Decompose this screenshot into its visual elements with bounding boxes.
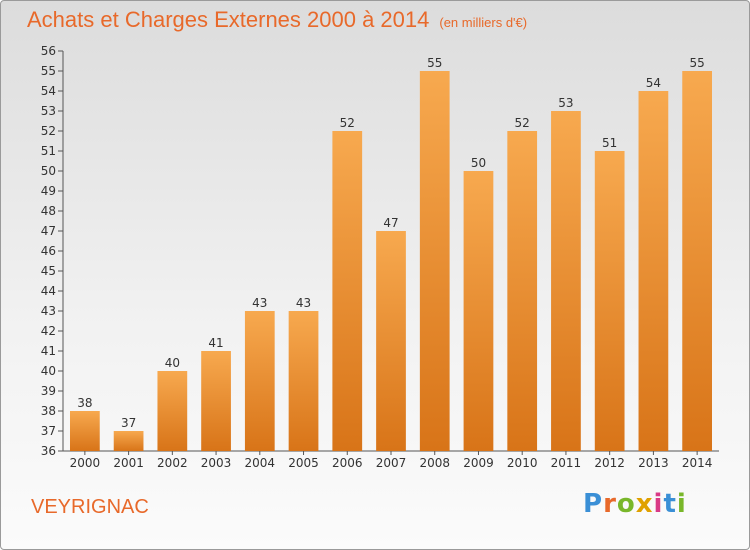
bar-2013	[638, 91, 669, 451]
chart-title: Achats et Charges Externes 2000 à 2014 (e…	[27, 7, 527, 33]
bar-value-label: 55	[689, 56, 704, 70]
proxiti-logo: Proxiti	[583, 489, 687, 519]
bar-2001	[113, 431, 144, 451]
bar-2008	[419, 71, 450, 451]
bar-value-label: 50	[471, 156, 486, 170]
x-tick-label: 2003	[201, 456, 232, 470]
y-tick-label: 39	[41, 384, 56, 398]
y-tick-label: 48	[41, 204, 56, 218]
commune-name: VEYRIGNAC	[31, 496, 149, 518]
y-tick-label: 56	[41, 44, 56, 58]
y-tick-label: 50	[41, 164, 56, 178]
x-tick-label: 2013	[638, 456, 669, 470]
bar-2000	[69, 411, 100, 451]
x-tick-label: 2001	[113, 456, 144, 470]
y-tick-label: 40	[41, 364, 56, 378]
bar-2012	[594, 151, 625, 451]
y-tick-label: 55	[41, 64, 56, 78]
x-tick-label: 2002	[157, 456, 188, 470]
logo-letter: x	[635, 489, 654, 519]
y-tick-label: 43	[41, 304, 56, 318]
logo-letter: t	[663, 489, 677, 519]
x-axis: 2000 2001 2002 2003 2004 2005 2006 2007 2008 2009…	[63, 450, 719, 470]
x-tick-label: 2000	[70, 456, 101, 470]
bar-value-label: 41	[208, 336, 223, 350]
x-tick-label: 2004	[245, 456, 276, 470]
y-axis: 36 37 38 39 40 41 42 43 44 45 46 47 48 49 50 51 52 53 54 55…	[41, 44, 64, 458]
logo-letter: i	[676, 489, 687, 519]
bar-value-label: 51	[602, 136, 617, 150]
bar-2014	[682, 71, 713, 451]
bar-2009	[463, 171, 494, 451]
logo-letter: o	[616, 489, 636, 519]
bar-value-labels: 38 37 40 41 43 43 52 47 55 50 52 53 51 54 55	[77, 56, 705, 430]
x-tick-label: 2008	[419, 456, 450, 470]
y-tick-label: 42	[41, 324, 56, 338]
y-tick-label: 46	[41, 244, 56, 258]
bar-2003	[201, 351, 231, 451]
bar-value-label: 53	[558, 96, 573, 110]
y-tick-label: 37	[41, 424, 56, 438]
bar-value-label: 54	[646, 76, 661, 90]
bar-value-label: 40	[165, 356, 180, 370]
x-tick-label: 2010	[507, 456, 538, 470]
bar-2007	[376, 231, 406, 451]
bars	[69, 71, 713, 451]
x-tick-label: 2011	[551, 456, 582, 470]
bar-value-label: 55	[427, 56, 442, 70]
bar-2004	[244, 311, 275, 451]
bar-2011	[551, 111, 581, 451]
y-tick-label: 53	[41, 104, 56, 118]
y-tick-label: 44	[41, 284, 56, 298]
y-tick-label: 52	[41, 124, 56, 138]
logo-letter: r	[603, 489, 617, 519]
x-tick-label: 2007	[376, 456, 407, 470]
bar-value-label: 52	[340, 116, 355, 130]
x-tick-label: 2006	[332, 456, 363, 470]
y-tick-label: 54	[41, 84, 56, 98]
bar-2010	[507, 131, 538, 451]
bar-value-label: 52	[515, 116, 530, 130]
logo-letter: i	[653, 489, 664, 519]
bar-2002	[157, 371, 188, 451]
y-tick-label: 38	[41, 404, 56, 418]
chart-title-text: Achats et Charges Externes 2000 à 2014	[27, 7, 430, 32]
bar-value-label: 43	[252, 296, 267, 310]
y-tick-label: 41	[41, 344, 56, 358]
x-tick-label: 2005	[288, 456, 319, 470]
logo-letter: P	[583, 489, 604, 519]
bar-2005	[288, 311, 319, 451]
bar-2006	[332, 131, 363, 451]
y-tick-label: 36	[41, 444, 56, 458]
y-tick-label: 45	[41, 264, 56, 278]
x-tick-label: 2009	[463, 456, 494, 470]
y-tick-label: 49	[41, 184, 56, 198]
y-tick-label: 47	[41, 224, 56, 238]
bar-value-label: 38	[77, 396, 92, 410]
chart-unit: (en milliers d'€)	[439, 15, 528, 30]
bar-value-label: 43	[296, 296, 311, 310]
bar-value-label: 37	[121, 416, 136, 430]
x-tick-label: 2014	[682, 456, 713, 470]
y-tick-label: 51	[41, 144, 56, 158]
bar-value-label: 47	[383, 216, 398, 230]
x-tick-label: 2012	[594, 456, 625, 470]
